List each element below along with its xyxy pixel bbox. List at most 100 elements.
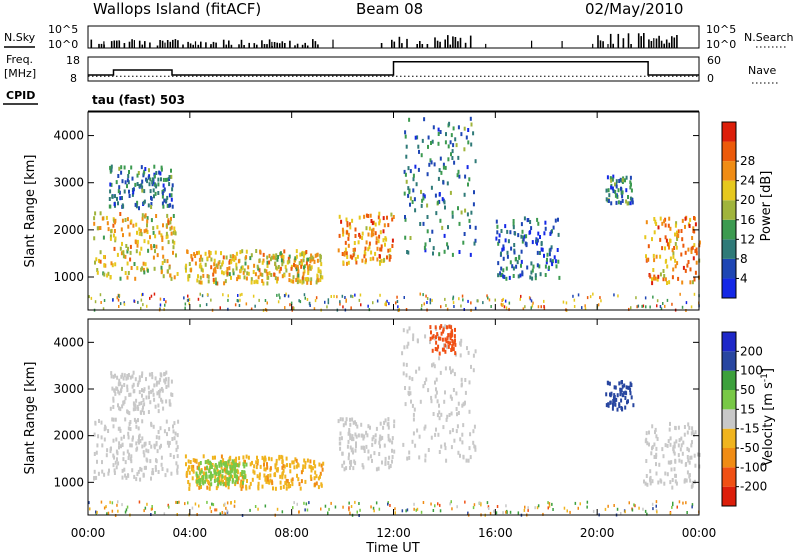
power-echo-cell bbox=[682, 243, 685, 248]
power-echo-cell bbox=[299, 252, 302, 257]
velocity-echo-cell bbox=[158, 394, 161, 399]
velocity-echo-cell bbox=[114, 417, 117, 422]
power-echo-cell bbox=[346, 261, 348, 266]
velocity-echo-cell bbox=[123, 399, 126, 404]
power-echo-cell bbox=[275, 253, 278, 258]
power-echo-cell bbox=[149, 177, 152, 182]
power-echo-cell bbox=[672, 254, 675, 259]
power-echo-cell bbox=[338, 214, 341, 219]
power-echo-cell bbox=[512, 222, 515, 227]
power-echo-cell bbox=[605, 197, 608, 202]
power-echo-cell bbox=[630, 306, 632, 310]
velocity-echo-cell bbox=[457, 450, 460, 455]
velocity-echo-cell bbox=[248, 485, 251, 490]
power-echo-cell bbox=[510, 246, 513, 251]
power-echo-cell bbox=[444, 205, 446, 210]
power-echo-cell bbox=[319, 269, 322, 274]
power-echo-cell bbox=[611, 186, 614, 191]
power-echo-cell bbox=[150, 244, 153, 249]
velocity-echo-cell bbox=[209, 462, 212, 466]
velocity-echo-cell bbox=[651, 502, 654, 506]
power-echo-cell bbox=[339, 300, 341, 304]
power-echo-cell bbox=[695, 251, 698, 256]
power-echo-cell bbox=[304, 296, 306, 300]
noise-bar bbox=[200, 41, 202, 48]
power-echo-cell bbox=[473, 190, 475, 195]
power-echo-cell bbox=[122, 233, 124, 238]
velocity-echo-cell bbox=[424, 453, 427, 458]
power-echo-cell bbox=[651, 281, 654, 286]
power-echo-cell bbox=[279, 266, 282, 271]
velocity-echo-cell bbox=[672, 445, 675, 450]
power-echo-cell bbox=[512, 266, 515, 271]
velocity-echo-cell bbox=[445, 417, 448, 422]
velocity-echo-cell bbox=[269, 478, 272, 483]
power-echo-cell bbox=[136, 243, 139, 248]
velocity-echo-cell bbox=[624, 510, 626, 514]
power-echo-cell bbox=[349, 225, 352, 230]
power-echo-cell bbox=[405, 179, 408, 184]
velocity-echo-cell bbox=[210, 464, 212, 469]
power-echo-cell bbox=[316, 278, 319, 283]
power-echo-cell bbox=[392, 215, 395, 219]
power-echo-cell bbox=[247, 265, 250, 270]
power-echo-cell bbox=[374, 222, 377, 227]
power-echo-cell bbox=[562, 300, 565, 304]
velocity-echo-cell bbox=[264, 476, 267, 481]
power-echo-cell bbox=[121, 179, 124, 184]
power-echo-cell bbox=[498, 233, 501, 238]
velocity-echo-cell bbox=[119, 381, 122, 386]
power-echo-cell bbox=[520, 249, 523, 254]
power-echo-cell bbox=[238, 275, 241, 280]
power-echo-cell bbox=[379, 293, 381, 297]
velocity-echo-cell bbox=[221, 511, 223, 514]
velocity-echo-cell bbox=[118, 378, 121, 383]
velocity-echo-cell bbox=[152, 424, 155, 429]
power-echo-cell bbox=[90, 296, 93, 300]
velocity-echo-cell bbox=[232, 460, 235, 465]
noise-bar bbox=[317, 44, 319, 48]
velocity-echo-cell bbox=[172, 429, 175, 434]
noise-bar bbox=[653, 38, 655, 48]
power-echo-cell bbox=[170, 174, 173, 179]
power-echo-cell bbox=[647, 244, 650, 249]
power-echo-cell bbox=[610, 201, 613, 206]
power-echo-cell bbox=[250, 307, 253, 311]
power-echo-cell bbox=[197, 297, 200, 301]
velocity-echo-cell bbox=[435, 387, 437, 392]
velocity-echo-cell bbox=[674, 479, 677, 484]
velocity-echo-cell bbox=[655, 471, 658, 476]
velocity-echo-cell bbox=[227, 470, 230, 475]
velocity-echo-cell bbox=[631, 508, 634, 512]
velocity-echo-cell bbox=[438, 336, 440, 341]
velocity-echo-cell bbox=[324, 504, 327, 508]
power-echo-cell bbox=[606, 175, 609, 180]
velocity-echo-cell bbox=[674, 425, 677, 430]
velocity-echo-cell bbox=[371, 442, 374, 447]
velocity-echo-cell bbox=[309, 459, 312, 464]
velocity-echo-cell bbox=[623, 383, 626, 388]
velocity-echo-cell bbox=[441, 347, 444, 352]
velocity-echo-cell bbox=[124, 396, 127, 401]
power-echo-cell bbox=[420, 189, 422, 194]
velocity-echo-cell bbox=[123, 434, 125, 439]
power-echo-cell bbox=[681, 237, 684, 242]
velocity-echo-cell bbox=[466, 346, 468, 351]
velocity-echo-cell bbox=[388, 465, 391, 470]
velocity-echo-cell bbox=[295, 458, 298, 463]
power-echo-cell bbox=[375, 236, 378, 241]
velocity-echo-cell bbox=[459, 342, 462, 347]
velocity-echo-cell bbox=[677, 425, 680, 430]
power-echo-cell bbox=[344, 240, 347, 245]
velocity-echo-cell bbox=[416, 507, 419, 511]
velocity-echo-cell bbox=[263, 473, 266, 478]
velocity-echo-cell bbox=[218, 461, 221, 466]
power-echo-cell bbox=[525, 234, 528, 239]
power-echo-cell bbox=[461, 294, 464, 298]
power-echo-cell bbox=[136, 200, 139, 205]
power-echo-cell bbox=[458, 250, 461, 254]
velocity-echo-cell bbox=[165, 377, 167, 382]
power-echo-cell bbox=[501, 303, 503, 307]
power-echo-cell bbox=[165, 177, 167, 182]
noise-bar bbox=[263, 44, 266, 48]
